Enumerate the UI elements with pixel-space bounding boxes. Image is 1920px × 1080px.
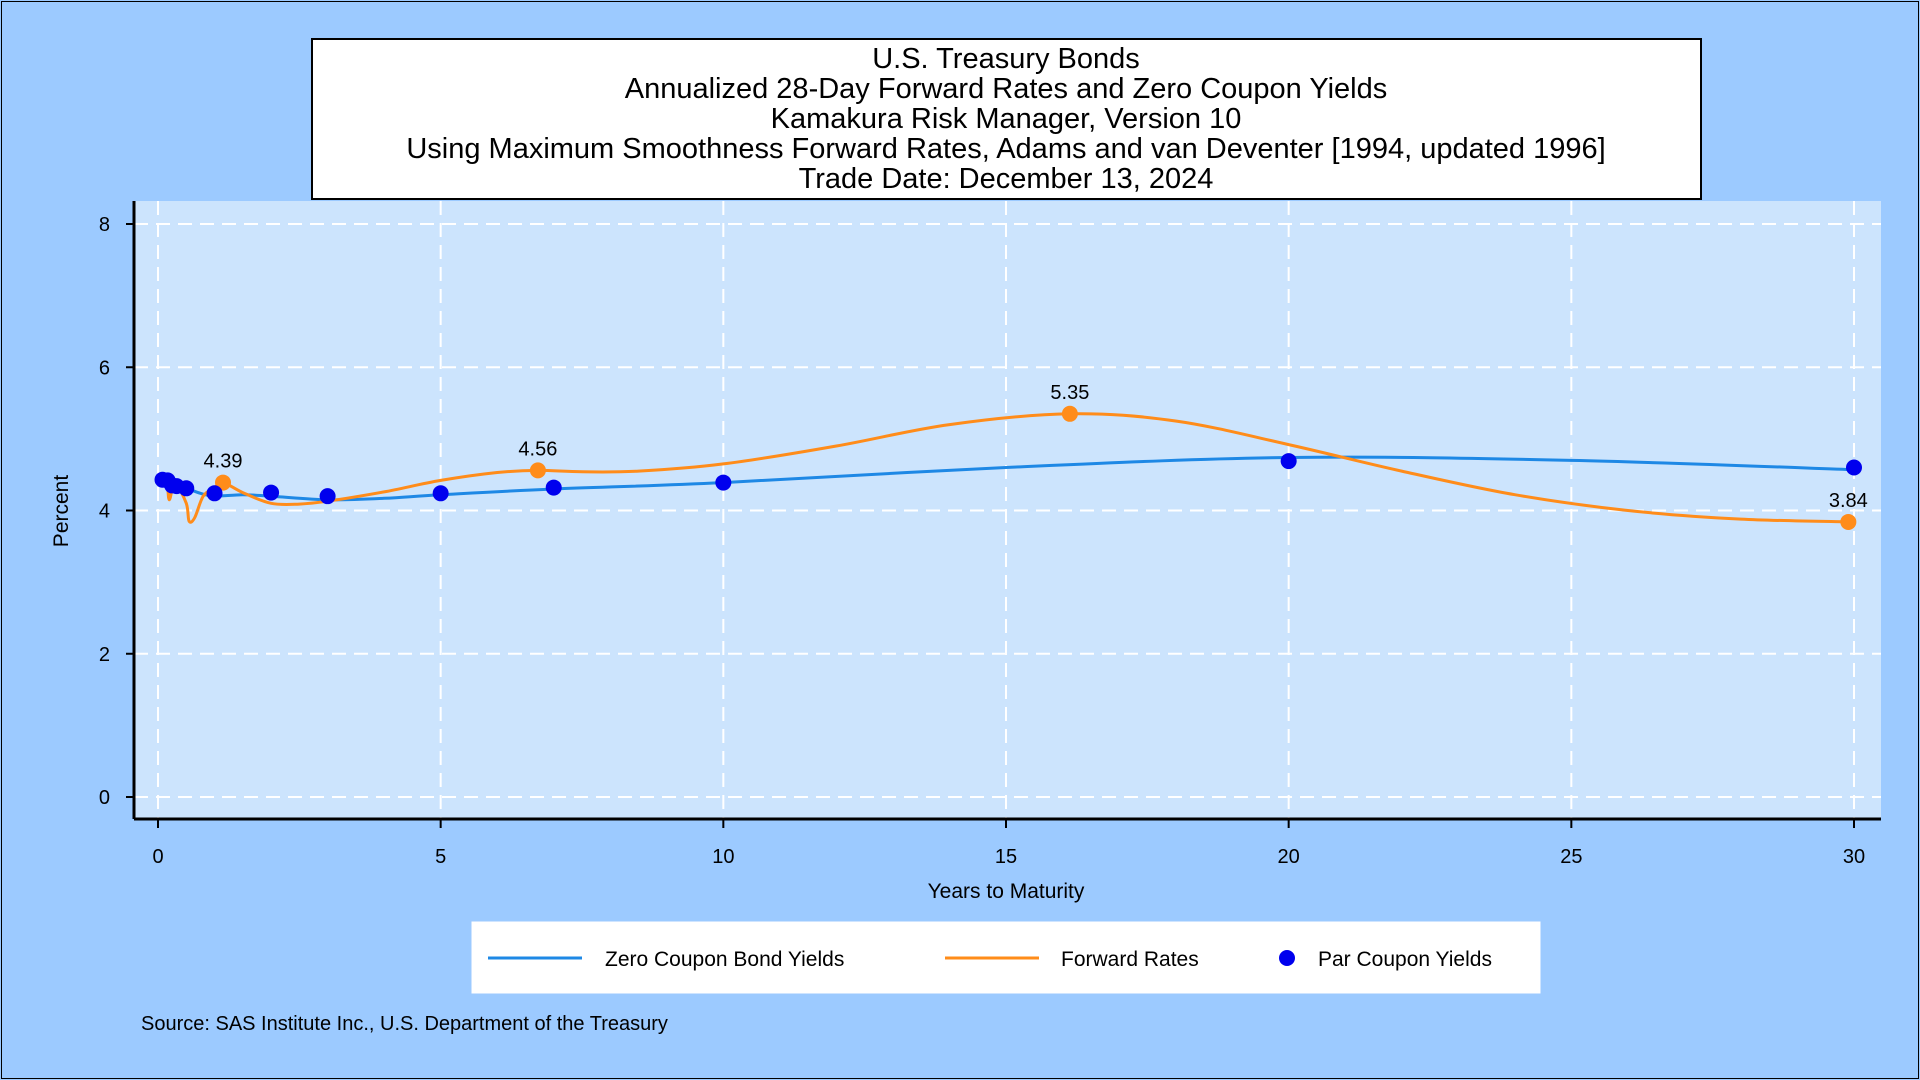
forward-rate-marker: [529, 462, 546, 479]
title-line: Trade Date: December 13, 2024: [799, 163, 1214, 195]
forward-rate-marker: [215, 474, 232, 491]
par-coupon-point: [432, 485, 449, 502]
legend-par-coupon: Par Coupon Yields: [1279, 948, 1492, 971]
par-coupon-point: [319, 488, 336, 505]
x-tick-label: 10: [712, 846, 734, 868]
y-tick-label: 2: [99, 644, 110, 666]
par-coupon-point: [206, 485, 223, 502]
forward-rate-marker: [1061, 405, 1078, 422]
x-axis-label: Years to Maturity: [928, 880, 1085, 903]
y-tick-label: 4: [99, 501, 110, 523]
x-tick-label: 5: [435, 846, 446, 868]
source-note: Source: SAS Institute Inc., U.S. Departm…: [141, 1013, 668, 1035]
y-tick-label: 8: [99, 214, 110, 236]
legend-zero-coupon-label: Zero Coupon Bond Yields: [605, 948, 844, 971]
y-tick-label: 6: [99, 357, 110, 379]
title-box: [311, 38, 1702, 200]
title-line: U.S. Treasury Bonds: [872, 43, 1140, 75]
y-axis-label: Percent: [50, 475, 73, 548]
legend-par-coupon-swatch: [1279, 950, 1295, 966]
y-tick-label: 0: [99, 787, 110, 809]
grid: [134, 201, 1881, 819]
x-tick-label: 30: [1843, 846, 1865, 868]
title-line: Kamakura Risk Manager, Version 10: [771, 103, 1242, 135]
legend-forward-rates: Forward Rates: [945, 948, 1199, 971]
par-coupon-point: [263, 484, 280, 501]
par-coupon-point: [1846, 459, 1862, 476]
par-coupon-point: [715, 474, 732, 491]
chart-title: U.S. Treasury Bonds Annualized 28-Day Fo…: [406, 43, 1605, 195]
legend-forward-rates-label: Forward Rates: [1061, 948, 1199, 971]
par-coupon-point: [1280, 453, 1297, 470]
x-tick-label: 0: [152, 846, 163, 868]
forward-rate-data-label: 4.39: [204, 451, 243, 473]
title-line: Annualized 28-Day Forward Rates and Zero…: [625, 73, 1387, 105]
title-line: Using Maximum Smoothness Forward Rates, …: [406, 133, 1605, 165]
forward-rate-data-label: 4.56: [518, 438, 557, 460]
x-tick-label: 25: [1560, 846, 1582, 868]
marker-layer: 4.39 4.56 5.35 3.84: [154, 382, 1868, 530]
tick-layer: 0 2 4 6 8 0 5 10 15 20 25 30: [99, 214, 1865, 868]
forward-rate-data-label: 3.84: [1829, 490, 1868, 512]
x-tick-label: 20: [1278, 846, 1300, 868]
legend-zero-coupon: Zero Coupon Bond Yields: [488, 948, 844, 971]
x-tick-label: 15: [995, 846, 1017, 868]
par-coupon-point: [178, 480, 195, 497]
legend-par-coupon-label: Par Coupon Yields: [1318, 948, 1492, 971]
forward-rate-line: [157, 412, 1855, 524]
forward-rate-data-label: 5.35: [1050, 382, 1089, 404]
par-coupon-point: [545, 479, 562, 496]
forward-rate-marker: [1840, 513, 1857, 530]
